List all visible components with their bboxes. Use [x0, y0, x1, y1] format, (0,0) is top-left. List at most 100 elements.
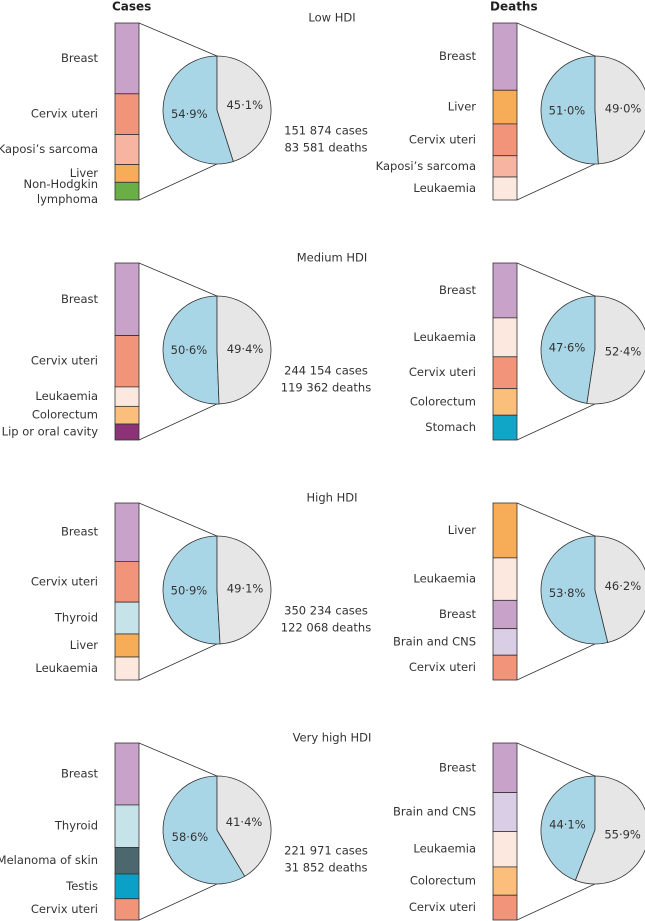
bar-label: Kaposi’s sarcoma	[0, 142, 98, 156]
pie-slice	[594, 535, 645, 643]
bar-segment	[492, 792, 518, 832]
bar-label: Thyroid	[54, 819, 98, 833]
bar-label: Cervix uteri	[409, 132, 476, 146]
pie-slice	[216, 775, 272, 877]
column-header: Deaths	[490, 0, 538, 14]
bar-segment	[114, 134, 140, 165]
bar-segment	[114, 847, 140, 875]
bar-label: Cervix uteri	[31, 354, 98, 368]
pie-label: 45·1%	[226, 98, 263, 112]
bar-segment	[114, 262, 140, 336]
pie-slice	[216, 295, 272, 405]
pie-label: 47·6%	[549, 340, 586, 354]
bar-segment	[114, 898, 140, 921]
connector	[516, 883, 596, 921]
bar-label: Colorectum	[32, 408, 98, 422]
bar-segment	[492, 654, 518, 681]
bar-segment	[114, 633, 140, 658]
summary: 221 971 cases	[284, 844, 368, 858]
bar-segment	[492, 599, 518, 630]
bar-label: Cervix uteri	[409, 900, 476, 914]
bar-label: Breast	[61, 51, 98, 65]
pie-label: 58·6%	[172, 830, 209, 844]
pie-slice	[594, 55, 645, 165]
bar-label: Stomach	[425, 420, 476, 434]
bar-label: Cervix uteri	[409, 365, 476, 379]
bar-label: Liver	[70, 166, 98, 180]
bar-segment	[492, 866, 518, 896]
bar-label: Breast	[439, 607, 476, 621]
bar-segment	[114, 335, 140, 388]
bar-label: Leukaemia	[413, 572, 476, 586]
pie-label: 51·0%	[549, 103, 586, 117]
bar-label: Non-Hodgkin lymphoma	[23, 177, 98, 206]
bar-segment	[114, 423, 140, 441]
connector	[138, 883, 218, 921]
bar-label: Cervix uteri	[31, 107, 98, 121]
bar-segment	[114, 873, 140, 900]
bar-segment	[492, 89, 518, 125]
bar-label: Cervix uteri	[31, 574, 98, 588]
pie-label: 49·4%	[227, 342, 264, 356]
pie-label: 52·4%	[605, 345, 642, 359]
summary: 83 581 deaths	[284, 141, 367, 155]
pie-slice	[162, 535, 221, 645]
bar-segment	[492, 262, 518, 319]
bar-label: Breast	[61, 766, 98, 780]
bar-label: Leukaemia	[35, 661, 98, 675]
bar-label: Leukaemia	[35, 389, 98, 403]
pie-label: 55·9%	[604, 828, 641, 842]
connector	[138, 22, 218, 57]
pie-slice	[540, 535, 609, 645]
bar-segment	[492, 155, 518, 178]
bar-segment	[492, 831, 518, 868]
bar-segment	[114, 181, 140, 201]
row-title: Very high HDI	[293, 731, 372, 745]
column-header: Cases	[112, 0, 151, 14]
pie-label: 50·9%	[171, 583, 208, 597]
row-title: High HDI	[307, 491, 358, 505]
pie-label: 46·2%	[605, 579, 642, 593]
bar-segment	[114, 601, 140, 635]
bar-segment	[114, 386, 140, 407]
bar-segment	[114, 561, 140, 603]
pie-slice	[540, 55, 599, 165]
connector	[516, 22, 596, 57]
bar-label: Testis	[65, 879, 98, 893]
row-title: Low HDI	[308, 11, 355, 25]
pie-slice	[162, 55, 234, 165]
row-title: Medium HDI	[297, 251, 368, 265]
connector	[516, 163, 596, 201]
summary: 31 852 deaths	[284, 861, 367, 875]
bar-segment	[492, 123, 518, 157]
bar-label: Breast	[61, 292, 98, 306]
summary: 122 068 deaths	[281, 621, 371, 635]
bar-segment	[492, 628, 518, 656]
bar-label: Leukaemia	[413, 181, 476, 195]
bar-segment	[114, 656, 140, 681]
pie-slice	[574, 775, 645, 885]
bar-label: Liver	[448, 523, 476, 537]
bar-label: Colorectum	[410, 394, 476, 408]
bar-label: Melanoma of skin	[0, 853, 98, 867]
bar-segment	[492, 742, 518, 793]
bar-segment	[492, 388, 518, 416]
summary: 119 362 deaths	[281, 381, 371, 395]
pie-slice	[586, 295, 645, 405]
summary: 350 234 cases	[284, 604, 368, 618]
pie-label: 50·6%	[171, 343, 208, 357]
connector	[516, 262, 596, 297]
bar-segment	[114, 742, 140, 806]
bar-segment	[114, 164, 140, 183]
connector	[516, 502, 596, 537]
pie-slice	[162, 775, 246, 885]
pie-label: 53·8%	[549, 586, 586, 600]
bar-label: Cervix uteri	[31, 902, 98, 916]
bar-label: Brain and CNS	[393, 634, 476, 648]
bar-segment	[492, 176, 518, 201]
summary: 151 874 cases	[284, 124, 368, 138]
bar-label: Breast	[439, 283, 476, 297]
pie-label: 44·1%	[549, 817, 586, 831]
bar-segment	[492, 414, 518, 441]
